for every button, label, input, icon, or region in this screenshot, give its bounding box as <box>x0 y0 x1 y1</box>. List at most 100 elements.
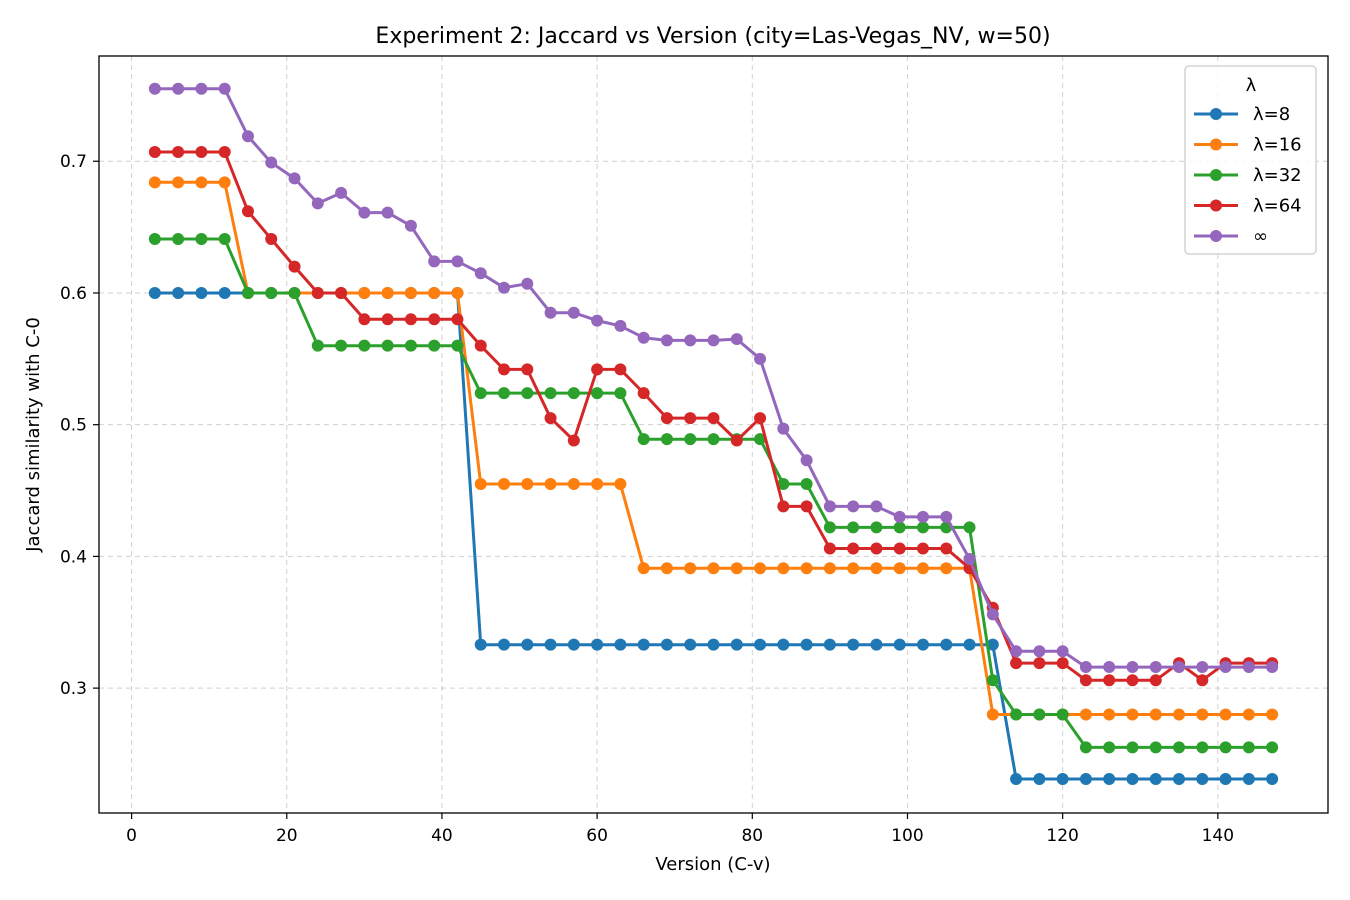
x-tick-label: 140 <box>1202 826 1234 846</box>
data-point <box>730 562 743 575</box>
legend-label: λ=64 <box>1253 196 1302 217</box>
data-point <box>358 206 371 219</box>
series-2 <box>148 232 1279 754</box>
data-point <box>660 562 673 575</box>
data-point <box>1149 661 1162 674</box>
data-point <box>195 232 208 245</box>
data-point <box>1242 741 1255 754</box>
data-point <box>1219 661 1232 674</box>
data-point <box>754 638 767 651</box>
data-point <box>963 553 976 566</box>
data-point <box>544 477 557 490</box>
data-point <box>614 363 627 376</box>
data-point <box>1010 773 1023 786</box>
data-point <box>1196 674 1209 687</box>
plot-frame <box>98 55 1329 814</box>
legend-label: λ=8 <box>1253 104 1290 125</box>
data-point <box>288 286 301 299</box>
legend-entry: λ=16 <box>1194 135 1302 156</box>
data-point <box>754 352 767 365</box>
series-layer <box>148 82 1279 786</box>
data-point <box>195 146 208 159</box>
data-point <box>1219 708 1232 721</box>
data-point <box>544 387 557 400</box>
grid-lines <box>99 56 1328 813</box>
data-point <box>591 638 604 651</box>
data-point <box>1266 773 1279 786</box>
data-point <box>1196 661 1209 674</box>
data-point <box>265 232 278 245</box>
data-point <box>1103 674 1116 687</box>
data-point <box>777 477 790 490</box>
data-point <box>428 286 441 299</box>
data-point <box>1219 741 1232 754</box>
data-point <box>381 339 394 352</box>
y-axis-label: Jaccard similarity with C-0 <box>23 317 44 553</box>
data-point <box>730 638 743 651</box>
data-point <box>521 363 534 376</box>
data-point <box>218 82 231 95</box>
x-tick-label: 80 <box>741 826 763 846</box>
data-point <box>404 219 417 232</box>
data-point <box>358 286 371 299</box>
data-point <box>1126 674 1139 687</box>
data-point <box>1173 661 1186 674</box>
data-point <box>707 334 720 347</box>
data-point <box>1079 674 1092 687</box>
data-point <box>1079 773 1092 786</box>
data-point <box>1079 661 1092 674</box>
data-point <box>544 638 557 651</box>
data-point <box>195 82 208 95</box>
data-point <box>847 542 860 555</box>
data-point <box>241 130 254 143</box>
data-point <box>614 477 627 490</box>
data-point <box>684 638 697 651</box>
data-point <box>1149 674 1162 687</box>
data-point <box>544 306 557 319</box>
data-point <box>428 313 441 326</box>
data-point <box>870 562 883 575</box>
data-point <box>940 562 953 575</box>
data-point <box>637 331 650 344</box>
legend-entry: ∞ <box>1194 226 1268 247</box>
data-point <box>1126 773 1139 786</box>
y-tick-label: 0.7 <box>60 152 87 172</box>
data-point <box>591 387 604 400</box>
data-point <box>288 260 301 273</box>
data-point <box>614 638 627 651</box>
data-point <box>893 562 906 575</box>
data-point <box>1126 661 1139 674</box>
data-point <box>963 638 976 651</box>
data-point <box>1103 741 1116 754</box>
data-point <box>1196 708 1209 721</box>
data-point <box>591 363 604 376</box>
data-point <box>916 510 929 523</box>
data-point <box>265 156 278 169</box>
data-point <box>498 387 511 400</box>
x-axis-ticks: 0 20 40 60 80 100 120 140 <box>126 813 1234 846</box>
data-point <box>451 286 464 299</box>
data-point <box>498 281 511 294</box>
data-point <box>847 562 860 575</box>
data-point <box>311 197 324 210</box>
data-point <box>172 82 185 95</box>
data-point <box>986 674 999 687</box>
data-point <box>428 255 441 268</box>
data-point <box>1173 741 1186 754</box>
data-point <box>451 313 464 326</box>
data-point <box>148 176 161 189</box>
data-point <box>940 638 953 651</box>
data-point <box>754 562 767 575</box>
data-point <box>893 638 906 651</box>
data-point <box>1033 773 1046 786</box>
data-point <box>498 477 511 490</box>
data-point <box>1126 741 1139 754</box>
data-point <box>660 638 673 651</box>
legend-marker <box>1210 199 1222 212</box>
data-point <box>730 333 743 346</box>
data-point <box>567 306 580 319</box>
data-point <box>1010 657 1023 670</box>
data-point <box>754 412 767 425</box>
data-point <box>1056 708 1069 721</box>
legend-label: λ=32 <box>1253 165 1302 186</box>
